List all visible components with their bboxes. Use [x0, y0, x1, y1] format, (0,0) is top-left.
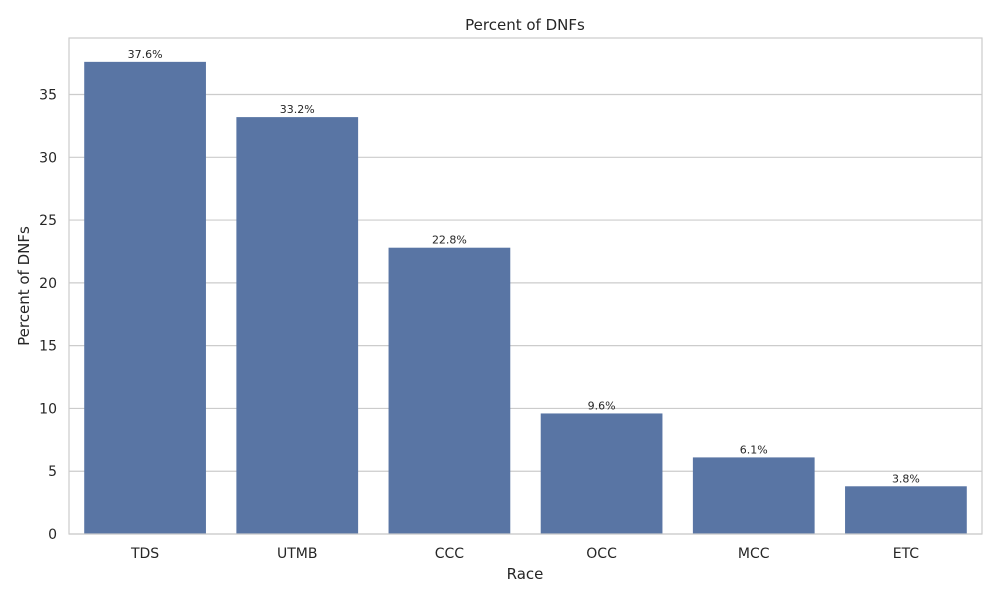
y-tick-label: 30: [39, 150, 57, 166]
x-tick-label: MCC: [738, 546, 770, 562]
chart-title: Percent of DNFs: [465, 16, 585, 34]
bar-value-label: 3.8%: [892, 472, 920, 485]
x-axis-ticks: TDS UTMB CCC OCC MCC ETC: [130, 546, 919, 562]
bar-value-label: 22.8%: [432, 234, 467, 247]
y-tick-label: 15: [39, 339, 57, 355]
x-tick-label: UTMB: [277, 546, 317, 562]
x-axis-title: Race: [507, 565, 544, 583]
bar-value-label: 9.6%: [588, 399, 616, 412]
bar-etc: [845, 486, 967, 534]
bar-value-label: 33.2%: [280, 103, 315, 116]
x-tick-label: CCC: [435, 546, 465, 562]
y-tick-label: 0: [48, 527, 57, 543]
plot-frame: [68, 37, 983, 535]
bar-tds: [84, 61, 206, 535]
bars: [84, 61, 967, 535]
grid-lines: [69, 93, 982, 535]
bar-occ: [540, 413, 663, 534]
y-axis-ticks: 0 5 10 15 20 25 30 35: [39, 88, 57, 543]
y-tick-label: 5: [48, 464, 57, 480]
bar-ccc: [388, 247, 511, 534]
y-tick-label: 10: [39, 401, 57, 417]
bar-value-label: 37.6%: [128, 48, 163, 61]
bar-value-label: 6.1%: [740, 443, 768, 456]
bar-value-labels: 37.6% 33.2% 22.8% 9.6% 6.1% 3.8%: [128, 48, 920, 485]
y-tick-label: 20: [39, 276, 57, 292]
y-tick-label: 35: [39, 88, 57, 104]
bar-mcc: [692, 457, 815, 534]
x-tick-label: TDS: [130, 546, 159, 562]
x-tick-label: ETC: [893, 546, 920, 562]
bar-utmb: [236, 117, 359, 535]
x-tick-label: OCC: [586, 546, 617, 562]
y-axis-title: Percent of DNFs: [15, 226, 33, 346]
y-tick-label: 25: [39, 213, 57, 229]
